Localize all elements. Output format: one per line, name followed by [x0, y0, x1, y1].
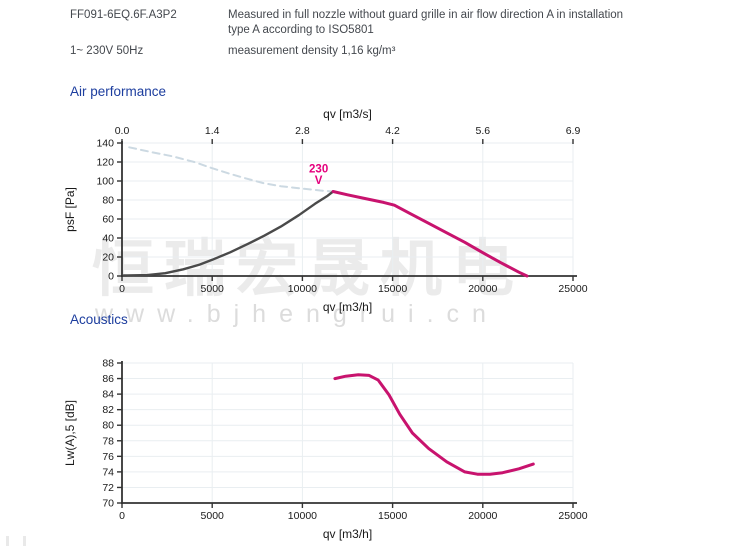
watermark-url: www.bjhengrui.cn: [95, 300, 499, 328]
svg-text:15000: 15000: [378, 510, 407, 522]
air-performance-title: Air performance: [70, 84, 167, 99]
svg-text:100: 100: [96, 176, 114, 188]
svg-text:86: 86: [102, 373, 114, 385]
svg-text:qv [m3/h]: qv [m3/h]: [323, 527, 372, 541]
svg-text:5000: 5000: [201, 283, 225, 295]
svg-text:76: 76: [102, 451, 114, 463]
svg-text:0: 0: [108, 271, 114, 283]
svg-text:2.8: 2.8: [295, 125, 310, 137]
svg-text:230: 230: [309, 164, 328, 176]
air-performance-chart: 0 20 40 60 80 100 120 140 0 5000 10000 15000 20000 25…: [63, 107, 588, 314]
watermark-chinese: 恒瑞宏晟机电: [92, 235, 525, 304]
watermark-fragment: [6, 536, 26, 546]
svg-text:V: V: [315, 175, 323, 187]
svg-text:72: 72: [102, 482, 114, 494]
svg-text:5.6: 5.6: [475, 125, 490, 137]
svg-text:10000: 10000: [288, 510, 317, 522]
svg-text:82: 82: [102, 404, 114, 416]
measurement-note: Measured in full nozzle without guard gr…: [228, 8, 688, 38]
svg-text:140: 140: [96, 138, 114, 150]
svg-text:psF [Pa]: psF [Pa]: [63, 187, 77, 232]
svg-text:25000: 25000: [558, 510, 587, 522]
svg-text:80: 80: [102, 420, 114, 432]
svg-text:0: 0: [119, 510, 125, 522]
measurement-note-line1: Measured in full nozzle without guard gr…: [228, 9, 624, 21]
svg-text:Lw(A),5 [dB]: Lw(A),5 [dB]: [63, 400, 77, 466]
svg-text:0.0: 0.0: [115, 125, 130, 137]
svg-text:88: 88: [102, 358, 114, 370]
voltage-frequency: 1~ 230V 50Hz: [70, 45, 144, 57]
measurement-note-line2: type A according to ISO5801: [228, 24, 374, 36]
svg-text:qv [m3/s]: qv [m3/s]: [323, 107, 372, 121]
svg-text:1.4: 1.4: [205, 125, 220, 137]
svg-text:20000: 20000: [468, 510, 497, 522]
acoustics-chart: 70 72 74 76 78 80 82 84 86 88 0 5000 10000 15000 20000…: [63, 358, 588, 542]
svg-text:40: 40: [102, 233, 114, 245]
svg-text:20: 20: [102, 252, 114, 264]
svg-text:78: 78: [102, 435, 114, 447]
svg-text:10000: 10000: [288, 283, 317, 295]
measurement-density: measurement density 1,16 kg/m³: [228, 45, 396, 57]
model-number: FF091-6EQ.6F.A3P2: [70, 9, 177, 21]
svg-text:6.9: 6.9: [566, 125, 581, 137]
svg-text:80: 80: [102, 195, 114, 207]
svg-text:4.2: 4.2: [385, 125, 400, 137]
svg-text:15000: 15000: [378, 283, 407, 295]
acoustics-title: Acoustics: [70, 312, 128, 327]
svg-text:60: 60: [102, 214, 114, 226]
svg-text:70: 70: [102, 498, 114, 510]
svg-text:0: 0: [119, 283, 125, 295]
svg-text:qv [m3/h]: qv [m3/h]: [323, 300, 372, 314]
svg-text:5000: 5000: [201, 510, 225, 522]
svg-text:84: 84: [102, 389, 114, 401]
svg-text:74: 74: [102, 466, 114, 478]
svg-text:25000: 25000: [558, 283, 587, 295]
svg-text:20000: 20000: [468, 283, 497, 295]
svg-text:120: 120: [96, 157, 114, 169]
